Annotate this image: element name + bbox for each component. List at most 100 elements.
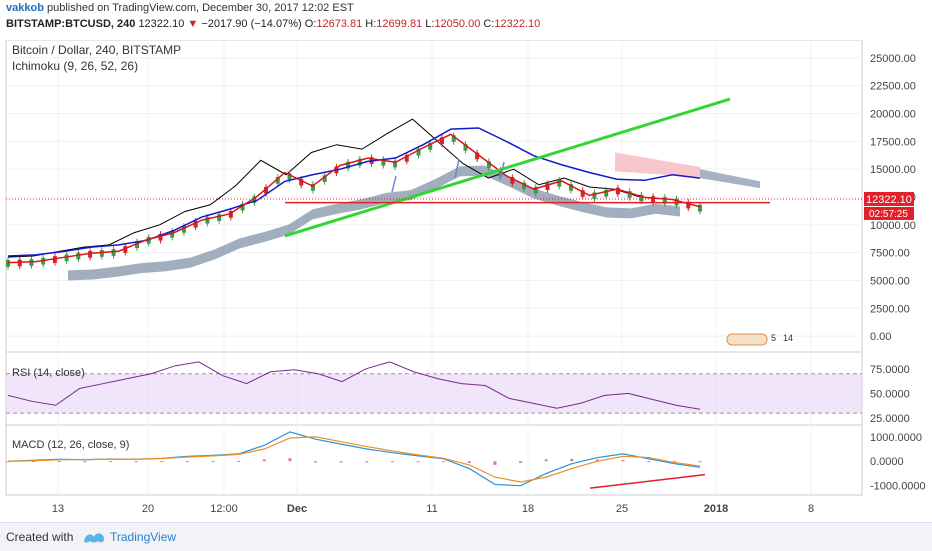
candle-body [64,254,69,262]
macd-histogram-bar [595,459,599,462]
candle-body [428,143,433,150]
macd-histogram-bar [519,461,523,464]
open-label: O: [304,18,317,30]
candle-body [111,249,116,256]
candle-body [29,259,34,266]
x-tick-label: 18 [522,503,534,515]
candle-body [439,137,444,145]
low-value: 12050.00 [434,18,481,30]
macd-histogram-bar [314,461,318,463]
candle-body [416,148,421,156]
macd-y-tick-label: 0.0000 [870,456,904,468]
macd-histogram-bar [288,458,292,462]
candle-body [88,250,93,258]
macd-y-tick-label: -1000.0000 [870,481,926,493]
macd-histogram-bar [339,461,343,463]
rsi-title: RSI (14, close) [12,367,85,379]
tradingview-brand-link[interactable]: TradingView [110,530,177,544]
candle-body [287,173,292,180]
macd-title: MACD (12, 26, close, 9) [12,439,129,451]
close-value: 12322.10 [494,18,541,30]
y-tick-label: 7500.00 [870,248,910,260]
rsi-line [7,361,701,410]
rsi-band [6,373,862,414]
candle-body [275,176,280,184]
macd-histogram-bar [467,461,471,464]
symbol-label: BITSTAMP:BTCUSD, 240 [6,18,136,30]
candle-body [264,186,269,194]
y-tick-label: 2500.00 [870,303,910,315]
candle-body [52,256,57,263]
candle-body [486,161,491,168]
candle-body [568,184,573,191]
ichimoku-label: Ichimoku (9, 26, 52, 26) [12,59,138,73]
candle-body [533,186,538,194]
macd-histogram-bar [416,461,420,463]
macd-histogram-bar [134,461,138,463]
candle-body [498,169,503,177]
y-tick-label: 0.00 [870,331,891,343]
rsi-y-tick-label: 50.0000 [870,388,910,400]
candle-body [6,260,10,267]
candle-body [592,192,597,200]
candle-body [604,189,609,197]
candle-body [381,158,386,166]
macd-histogram-bar [672,461,676,463]
macd-histogram-bar [160,461,164,463]
x-tick-label: 2018 [704,503,728,515]
candle-body [522,182,527,190]
macd-histogram-bar [262,459,266,462]
candle-body [580,190,585,197]
open-value: 12673.81 [316,18,363,30]
candle-body [217,214,222,221]
candle-body [545,183,550,191]
kijun-line [7,127,701,257]
candle-body [205,216,210,224]
macd-histogram-bar [109,461,113,463]
candle-body [99,250,104,257]
macd-histogram-bar [621,460,625,462]
candle-body [393,160,398,168]
macd-histogram-bar [442,461,446,463]
candle-body [451,135,456,142]
y-tick-label: 17500.00 [870,136,916,148]
candle-body [17,259,22,267]
footer-bar: Created with TradingView [0,522,932,551]
macd-histogram-bar [698,461,702,463]
candle-body [193,220,198,228]
candle-body [651,196,656,203]
y-tick-label: 22500.00 [870,81,916,93]
candle-body [170,230,175,238]
macd-pane-frame [5,424,863,496]
author-name[interactable]: vakkob [6,2,44,14]
chart-canvas[interactable]: 5 14 13 20 12:00 Dec 11 18 25 2018 8 25000.00 22500… [0,39,932,522]
down-arrow-icon: ▼ [187,18,199,30]
candle-body [463,143,468,151]
y-tick-label: 15000.00 [870,164,916,176]
candle-body [404,154,409,162]
ohlc-line: BITSTAMP:BTCUSD, 240 12322.10 ▼ −2017.90… [6,18,540,30]
chart-header: vakkob published on TradingView.com, Dec… [0,0,932,40]
candle-body [346,161,351,169]
candle-body [510,177,515,184]
macd-y-tick-label: 1000.0000 [870,432,922,444]
chart-area[interactable]: 5 14 13 20 12:00 Dec 11 18 25 2018 8 25000.00 22500… [0,39,932,522]
y-tick-label: 10000.00 [870,220,916,232]
created-with-text: Created with [6,530,74,544]
y-tick-label: 5000.00 [870,275,910,287]
macd-histogram-bar [493,461,497,465]
ichimoku-cloud [68,165,680,281]
macd-histogram-bar [57,460,61,462]
published-text: published on TradingView.com, December 3… [46,2,354,14]
arrow-annotation [454,158,460,179]
candle-body [686,201,691,209]
ichimoku-cloud-red [615,152,700,177]
last-price: 12322.10 [138,18,185,30]
main-chart-title: Bitcoin / Dollar, 240, BITSTAMP [12,43,181,57]
candle-body [557,179,562,187]
main-pane-frame [5,39,863,353]
candle-body [475,152,480,160]
candle-body [228,211,233,218]
rsi-y-tick-label: 25.0000 [870,413,910,425]
signal-line [7,436,701,483]
